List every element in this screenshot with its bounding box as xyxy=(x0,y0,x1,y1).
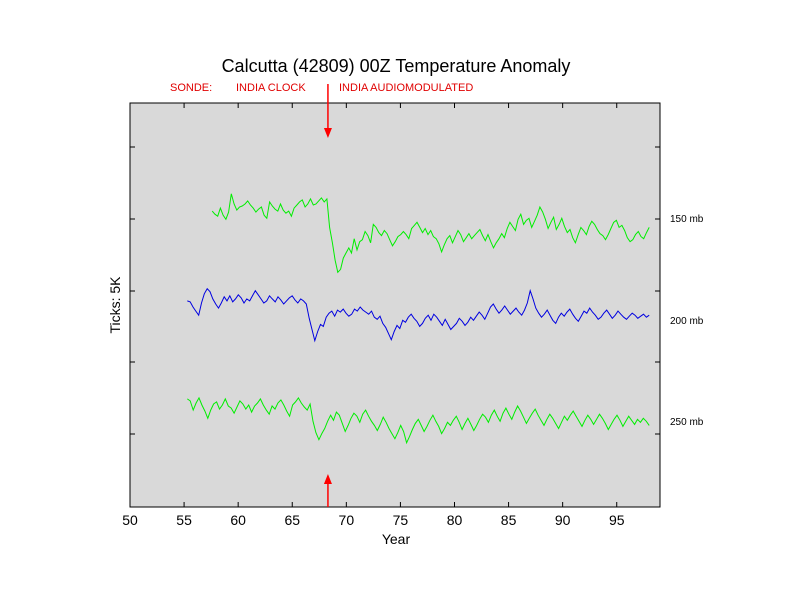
x-axis-title: Year xyxy=(382,531,411,547)
series-line-150-mb xyxy=(211,193,650,274)
sonde-annotation-india-audiomodulated: INDIA AUDIOMODULATED xyxy=(339,82,473,94)
x-tick-label-95: 95 xyxy=(609,512,625,528)
x-axis: 50 55 60 65 70 75 80 85 90 95 xyxy=(122,103,625,528)
x-tick-label-80: 80 xyxy=(447,512,463,528)
level-label-250-mb: 250 mb xyxy=(670,417,704,428)
change-point-arrows xyxy=(323,84,332,507)
x-tick-label-90: 90 xyxy=(555,512,571,528)
x-tick-label-70: 70 xyxy=(339,512,355,528)
sonde-annotations: SONDE: INDIA CLOCK INDIA AUDIOMODULATED xyxy=(170,82,473,94)
chart-title: Calcutta (42809) 00Z Temperature Anomaly xyxy=(222,56,571,76)
y-axis-title: Ticks: 5K xyxy=(107,276,123,334)
x-tick-label-60: 60 xyxy=(230,512,246,528)
x-tick-label-65: 65 xyxy=(284,512,300,528)
sonde-label: SONDE: xyxy=(170,82,212,94)
level-label-200-mb: 200 mb xyxy=(670,316,704,327)
y-ticks xyxy=(130,146,660,435)
sonde-annotation-india-clock: INDIA CLOCK xyxy=(236,82,306,94)
x-tick-label-50: 50 xyxy=(122,512,138,528)
level-labels: 150 mb 200 mb 250 mb xyxy=(670,214,704,428)
series-layer xyxy=(187,193,650,445)
change-point-arrowhead-bottom xyxy=(323,474,332,484)
series-line-200-mb xyxy=(187,287,650,343)
x-tick-label-75: 75 xyxy=(393,512,409,528)
x-tick-label-55: 55 xyxy=(176,512,192,528)
plot-area xyxy=(129,102,661,508)
x-tick-label-85: 85 xyxy=(501,512,517,528)
change-point-arrowhead-top xyxy=(323,128,332,138)
series-line-250-mb xyxy=(187,396,650,445)
level-label-150-mb: 150 mb xyxy=(670,214,704,225)
